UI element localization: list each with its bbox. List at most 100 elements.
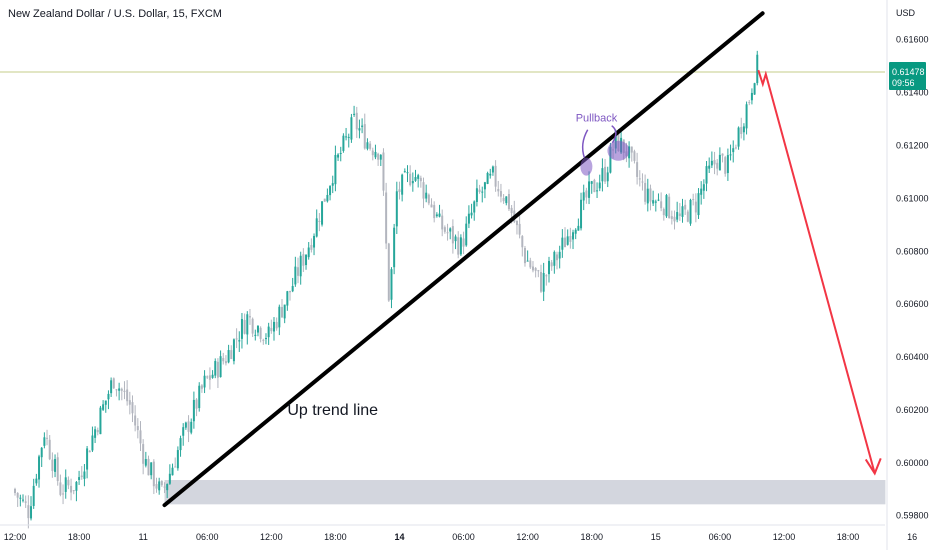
candle-body	[401, 174, 404, 195]
candle-body	[750, 92, 753, 101]
candle-body	[88, 450, 91, 453]
candle-body	[385, 192, 388, 244]
candle-body	[334, 154, 337, 185]
candle-body	[585, 190, 588, 198]
candle-body	[224, 361, 227, 364]
candle-body	[427, 194, 430, 204]
candle-body	[529, 260, 532, 268]
y-tick-label: 0.59800	[896, 511, 929, 521]
candle-body	[702, 184, 705, 191]
candle-body	[313, 235, 316, 248]
candle-body	[483, 182, 486, 190]
candle-body	[51, 459, 54, 471]
candle-body	[187, 421, 190, 432]
candle-body	[46, 437, 49, 439]
candle-body	[24, 501, 27, 503]
candle-body	[59, 482, 62, 495]
candle-body	[19, 497, 22, 499]
candle-body	[457, 237, 460, 255]
candle-body	[94, 429, 97, 438]
projection-arrowhead	[864, 458, 882, 476]
candle-body	[630, 146, 633, 153]
y-tick-label: 0.61400	[896, 88, 929, 98]
candle-body	[718, 154, 721, 171]
candle-body	[139, 430, 142, 444]
y-tick-label: 0.60200	[896, 405, 929, 415]
candle-body	[716, 162, 719, 169]
candle-body	[617, 130, 620, 152]
candle-body	[331, 183, 334, 186]
candle-body	[326, 194, 329, 202]
candle-body	[638, 178, 641, 180]
candle-body	[686, 211, 689, 222]
candle-body	[550, 262, 553, 267]
candle-body	[235, 338, 238, 340]
candle-body	[310, 244, 313, 250]
candle-body	[48, 439, 51, 460]
candle-body	[254, 334, 257, 336]
candle-body	[134, 415, 137, 426]
candle-body	[545, 275, 548, 277]
candle-body	[668, 196, 671, 219]
candle-body	[147, 458, 150, 476]
candle-body	[299, 255, 302, 277]
candle-body	[353, 113, 356, 115]
candle-body	[564, 237, 567, 248]
candle-body	[102, 404, 105, 410]
candle-body	[393, 227, 396, 268]
candle-body	[198, 385, 201, 409]
candle-body	[206, 376, 209, 378]
candle-body	[246, 314, 249, 335]
candle-body	[377, 153, 380, 160]
x-tick-label: 18:00	[324, 532, 347, 542]
pullback-label: Pullback	[576, 113, 618, 125]
candle-body	[211, 374, 214, 378]
candle-body	[318, 220, 321, 222]
candle-body	[609, 146, 612, 173]
candle-body	[454, 236, 457, 242]
candle-body	[505, 196, 508, 204]
candle-body	[470, 212, 473, 216]
candle-body	[433, 205, 436, 219]
candle-body	[155, 484, 158, 489]
candle-body	[86, 448, 89, 470]
candle-body	[748, 102, 751, 104]
candle-body	[374, 151, 377, 158]
candle-body	[596, 190, 599, 192]
candle-body	[459, 237, 462, 255]
candle-body	[705, 166, 708, 184]
candle-body	[449, 228, 452, 232]
candle-body	[478, 189, 481, 192]
candle-body	[652, 200, 655, 204]
x-tick-label: 12:00	[260, 532, 283, 542]
candle-body	[16, 492, 19, 498]
candle-body	[539, 272, 542, 292]
candle-body	[491, 166, 494, 173]
candle-body	[465, 223, 468, 246]
candle-body	[184, 422, 187, 428]
candle-body	[78, 477, 81, 480]
current-price-value: 0.61478	[892, 67, 925, 77]
candle-body	[144, 459, 147, 466]
candle-body	[390, 269, 393, 300]
candle-body	[118, 388, 121, 391]
candle-body	[35, 478, 38, 484]
candle-body	[382, 152, 385, 191]
candle-body	[566, 236, 569, 245]
candle-body	[195, 399, 198, 409]
candle-body	[422, 182, 425, 199]
candle-body	[80, 475, 83, 478]
candle-body	[510, 207, 513, 214]
candle-body	[366, 142, 369, 149]
candle-body	[681, 206, 684, 217]
candle-body	[409, 173, 412, 186]
candle-body	[588, 181, 591, 198]
candle-body	[489, 173, 492, 176]
candle-body	[662, 209, 665, 216]
candle-body	[742, 126, 745, 133]
candle-body	[278, 306, 281, 328]
candle-body	[734, 147, 737, 149]
candle-body	[689, 199, 692, 224]
candle-body	[574, 229, 577, 234]
